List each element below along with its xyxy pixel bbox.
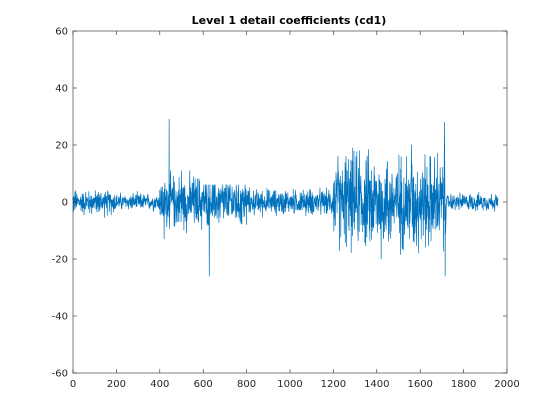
x-tick-label: 1600 <box>407 379 432 390</box>
x-tick-label: 0 <box>70 379 76 390</box>
series-layer <box>72 119 499 277</box>
series-line <box>72 119 499 277</box>
x-tick-label: 600 <box>194 379 213 390</box>
x-tick-label: 1400 <box>364 379 389 390</box>
y-tick-label: -60 <box>52 369 68 380</box>
x-tick-label: 1800 <box>451 379 476 390</box>
y-tick-label: -20 <box>52 255 68 266</box>
x-tick-label: 1000 <box>277 379 302 390</box>
x-tick-label: 1200 <box>321 379 346 390</box>
x-tick-label: 2000 <box>494 379 519 390</box>
y-tick-label: -40 <box>52 312 68 323</box>
x-axis: 0 200 400 600 800 1000 1200 1400 1600 1800 2000 <box>70 31 520 390</box>
y-tick-label: 40 <box>55 84 68 95</box>
x-tick-label: 800 <box>237 379 256 390</box>
y-tick-label: 60 <box>55 27 68 38</box>
y-tick-label: 20 <box>55 141 68 152</box>
x-tick-label: 400 <box>150 379 169 390</box>
plot-area <box>72 30 508 374</box>
chart-title: Level 1 detail coefficients (cd1) <box>192 14 387 27</box>
x-tick-label: 200 <box>107 379 126 390</box>
y-axis: -60 -40 -20 0 20 40 60 <box>52 27 507 380</box>
y-tick-label: 0 <box>62 198 68 209</box>
